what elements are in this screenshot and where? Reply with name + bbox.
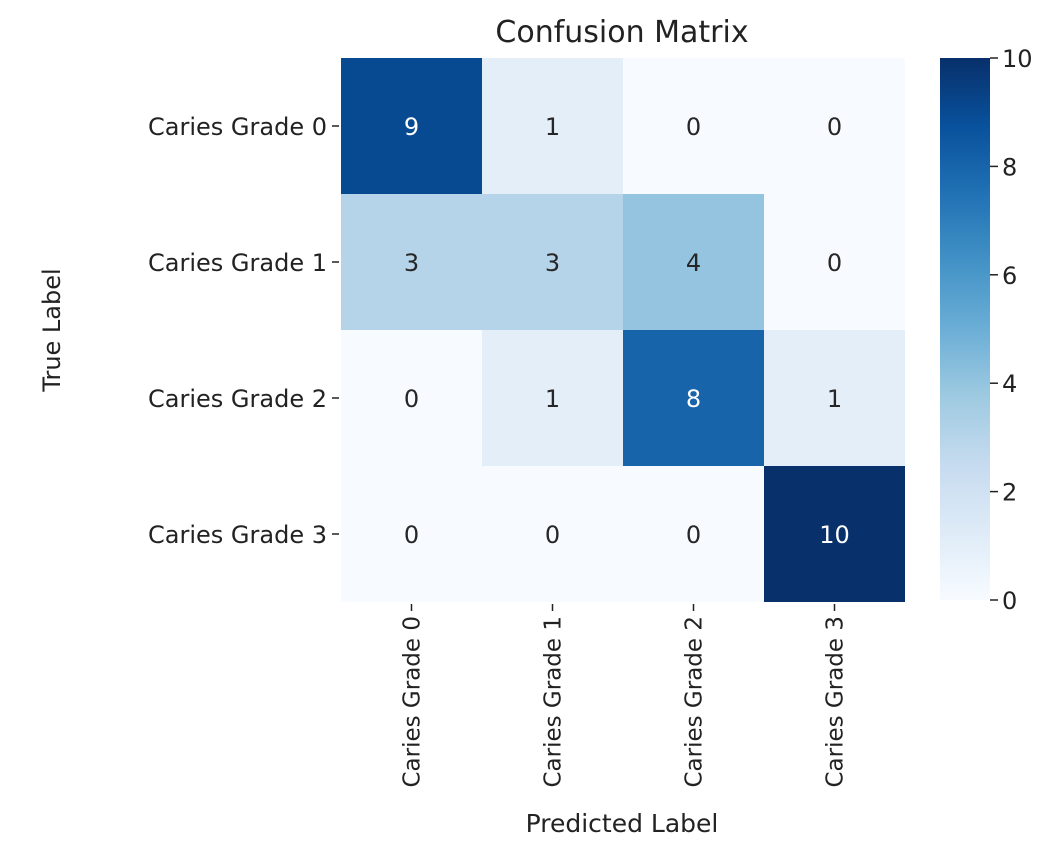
heatmap-cell-value: 3 xyxy=(545,249,560,277)
x-tick-label: Caries Grade 0 xyxy=(400,616,426,788)
colorbar-tick-label: 0 xyxy=(1002,587,1017,615)
heatmap-cell-value: 8 xyxy=(686,385,701,413)
heatmap-cell-value: 0 xyxy=(827,249,842,277)
heatmap-cell-value: 10 xyxy=(819,521,850,549)
heatmap-cell-value: 4 xyxy=(686,249,701,277)
colorbar-ticks: 0 2 4 6 8 10 xyxy=(990,45,1033,615)
heatmap-cell-value: 1 xyxy=(827,385,842,413)
heatmap-cells xyxy=(341,58,905,602)
y-axis-ticks: Caries Grade 0 Caries Grade 1 Caries Grade… xyxy=(148,113,339,549)
heatmap-cell xyxy=(482,466,623,602)
heatmap-cell xyxy=(623,330,764,466)
heatmap-cell xyxy=(623,58,764,194)
x-axis-label: Predicted Label xyxy=(526,809,719,838)
heatmap-cell xyxy=(764,58,905,194)
heatmap-cell xyxy=(341,466,482,602)
heatmap-cell-value: 0 xyxy=(404,385,419,413)
heatmap-cell-value: 1 xyxy=(545,385,560,413)
heatmap-cell xyxy=(764,466,905,602)
heatmap-cell xyxy=(482,58,623,194)
heatmap-cell xyxy=(482,194,623,330)
colorbar-tick-label: 4 xyxy=(1002,370,1017,398)
colorbar-tick-label: 8 xyxy=(1002,153,1017,181)
heatmap-cell-values: 9 1 0 03 3 4 00 1 8 10 0 0 10 xyxy=(404,113,850,549)
x-tick-label: Caries Grade 1 xyxy=(541,616,567,788)
heatmap-cell-value: 0 xyxy=(404,521,419,549)
heatmap-cell xyxy=(623,194,764,330)
x-tick-label: Caries Grade 2 xyxy=(682,616,708,788)
heatmap-cell-value: 9 xyxy=(404,113,419,141)
y-tick-label: Caries Grade 3 xyxy=(148,521,327,549)
colorbar-tick-label: 2 xyxy=(1002,479,1017,507)
x-axis-ticks: Caries Grade 0 Caries Grade 1 Caries Grade… xyxy=(400,604,849,788)
y-tick-label: Caries Grade 0 xyxy=(148,113,327,141)
heatmap-cell-value: 0 xyxy=(545,521,560,549)
y-axis-label: True Label xyxy=(38,268,66,392)
heatmap-cell xyxy=(482,330,623,466)
heatmap-cell-value: 0 xyxy=(686,521,701,549)
y-tick-label: Caries Grade 1 xyxy=(148,249,327,277)
heatmap-cell xyxy=(341,194,482,330)
heatmap-cell-value: 0 xyxy=(686,113,701,141)
heatmap-cell xyxy=(341,330,482,466)
colorbar-tick-label: 10 xyxy=(1002,45,1033,73)
heatmap-cell-value: 3 xyxy=(404,249,419,277)
heatmap-cell xyxy=(764,330,905,466)
colorbar xyxy=(940,58,990,600)
chart-title: Confusion Matrix xyxy=(495,15,748,50)
heatmap-cell-value: 0 xyxy=(827,113,842,141)
heatmap-cell xyxy=(764,194,905,330)
x-tick-label: Caries Grade 3 xyxy=(823,616,849,788)
heatmap-cell xyxy=(341,58,482,194)
heatmap-cell xyxy=(623,466,764,602)
y-tick-label: Caries Grade 2 xyxy=(148,385,327,413)
heatmap-cell-value: 1 xyxy=(545,113,560,141)
colorbar-tick-label: 6 xyxy=(1002,262,1017,290)
